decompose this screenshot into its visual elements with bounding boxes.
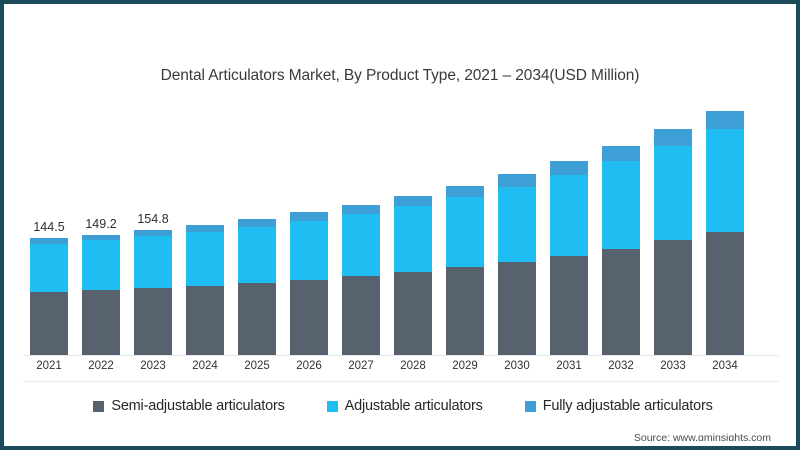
stacked-bar[interactable] xyxy=(706,110,744,355)
bar-segment-semi-adjustable[interactable] xyxy=(82,290,120,355)
bar-segment-fully-adjustable[interactable] xyxy=(82,234,120,241)
bar-segment-fully-adjustable[interactable] xyxy=(30,238,68,244)
legend-item-semi[interactable]: Semi-adjustable articulators xyxy=(93,398,285,414)
plot-area: 144.5 149.2 154.8 xyxy=(23,109,783,355)
stacked-bar[interactable] xyxy=(30,238,68,355)
bar-segment-fully-adjustable[interactable] xyxy=(654,129,692,146)
stacked-bar[interactable] xyxy=(290,212,328,355)
bar-segment-semi-adjustable[interactable] xyxy=(706,231,744,355)
bar-segment-semi-adjustable[interactable] xyxy=(186,286,224,355)
bar-segment-semi-adjustable[interactable] xyxy=(290,279,328,355)
x-axis-tick-labels: 2021 2022 2023 2024 2025 2026 2027 2028 2029 2030… xyxy=(23,360,783,382)
x-axis-line xyxy=(23,355,779,356)
legend-label-adjustable: Adjustable articulators xyxy=(344,398,483,414)
bar-segment-adjustable[interactable] xyxy=(134,236,172,289)
bar-segment-semi-adjustable[interactable] xyxy=(602,248,640,355)
x-axis-tick-2029: 2029 xyxy=(452,360,478,372)
bar-segment-fully-adjustable[interactable] xyxy=(550,161,588,176)
bar-value-label: 149.2 xyxy=(85,216,117,231)
bar-segment-adjustable[interactable] xyxy=(394,206,432,273)
bar-segment-semi-adjustable[interactable] xyxy=(30,292,68,355)
x-axis-tick-2022: 2022 xyxy=(88,360,114,372)
stacked-bar[interactable] xyxy=(498,174,536,355)
stacked-bar[interactable] xyxy=(82,234,120,355)
bar-segment-fully-adjustable[interactable] xyxy=(498,174,536,188)
stacked-bar[interactable] xyxy=(654,129,692,355)
bar-segment-fully-adjustable[interactable] xyxy=(342,204,380,214)
x-axis-tick-2025: 2025 xyxy=(244,360,270,372)
x-axis-tick-2033: 2033 xyxy=(660,360,686,372)
x-axis-tick-2034: 2034 xyxy=(712,360,738,372)
bar-segment-adjustable[interactable] xyxy=(498,187,536,263)
bar-segment-adjustable[interactable] xyxy=(446,197,484,268)
bar-segment-adjustable[interactable] xyxy=(602,161,640,249)
chart-legend: Semi-adjustable articulators Adjustable a… xyxy=(23,393,783,419)
x-axis-tick-2026: 2026 xyxy=(296,360,322,372)
bar-segment-fully-adjustable[interactable] xyxy=(602,145,640,162)
bar-segment-adjustable[interactable] xyxy=(30,243,68,293)
stacked-bar[interactable] xyxy=(342,204,380,355)
bar-segment-adjustable[interactable] xyxy=(82,240,120,291)
x-axis-tick-2021: 2021 xyxy=(36,360,62,372)
bar-segment-semi-adjustable[interactable] xyxy=(134,288,172,355)
bar-segment-semi-adjustable[interactable] xyxy=(498,262,536,355)
bar-value-label: 144.5 xyxy=(33,220,65,235)
bar-segment-semi-adjustable[interactable] xyxy=(394,272,432,355)
bar-segment-fully-adjustable[interactable] xyxy=(706,110,744,130)
x-axis-tick-2027: 2027 xyxy=(348,360,374,372)
bar-segment-semi-adjustable[interactable] xyxy=(446,267,484,355)
bar-segment-fully-adjustable[interactable] xyxy=(446,185,484,198)
x-axis-tick-2030: 2030 xyxy=(504,360,530,372)
bar-segment-semi-adjustable[interactable] xyxy=(238,283,276,355)
stacked-bar[interactable] xyxy=(550,161,588,355)
bar-segment-adjustable[interactable] xyxy=(550,175,588,256)
bar-segment-adjustable[interactable] xyxy=(238,226,276,284)
bar-segment-fully-adjustable[interactable] xyxy=(394,195,432,207)
bar-segment-semi-adjustable[interactable] xyxy=(550,255,588,355)
legend-item-adjustable[interactable]: Adjustable articulators xyxy=(326,398,483,414)
bar-segment-adjustable[interactable] xyxy=(186,232,224,287)
chart-canvas: Dental Articulators Market, By Product T… xyxy=(4,4,796,446)
bar-segment-semi-adjustable[interactable] xyxy=(342,276,380,355)
x-axis-tick-2032: 2032 xyxy=(608,360,634,372)
x-axis-tick-2024: 2024 xyxy=(192,360,218,372)
x-axis-tick-2023: 2023 xyxy=(140,360,166,372)
bar-segment-fully-adjustable[interactable] xyxy=(238,219,276,227)
bar-segment-adjustable[interactable] xyxy=(654,145,692,241)
bar-value-label: 154.8 xyxy=(137,212,169,227)
stacked-bar[interactable] xyxy=(186,225,224,355)
bar-segment-adjustable[interactable] xyxy=(706,129,744,232)
stacked-bar[interactable] xyxy=(446,185,484,355)
bar-segment-fully-adjustable[interactable] xyxy=(290,212,328,221)
legend-item-fully[interactable]: Fully adjustable articulators xyxy=(524,398,713,414)
legend-label-semi: Semi-adjustable articulators xyxy=(111,398,285,414)
bar-segment-fully-adjustable[interactable] xyxy=(186,225,224,232)
legend-swatch-icon-semi xyxy=(93,400,105,412)
stacked-bar[interactable] xyxy=(134,230,172,355)
legend-swatch-icon-fully xyxy=(524,400,536,412)
legend-swatch-icon-adjustable xyxy=(326,400,338,412)
legend-label-fully: Fully adjustable articulators xyxy=(542,398,713,414)
stacked-bar[interactable] xyxy=(602,145,640,355)
bar-segment-semi-adjustable[interactable] xyxy=(654,240,692,355)
x-axis-tick-2031: 2031 xyxy=(556,360,582,372)
stacked-bar[interactable] xyxy=(394,195,432,355)
source-note: Source: www.gminsights.com xyxy=(633,432,771,444)
chart-title: Dental Articulators Market, By Product T… xyxy=(160,67,640,84)
bar-segment-fully-adjustable[interactable] xyxy=(134,230,172,237)
x-axis-tick-2028: 2028 xyxy=(400,360,426,372)
stacked-bar[interactable] xyxy=(238,219,276,355)
bar-segment-adjustable[interactable] xyxy=(342,213,380,277)
legend-divider xyxy=(23,381,779,382)
bar-segment-adjustable[interactable] xyxy=(290,220,328,280)
